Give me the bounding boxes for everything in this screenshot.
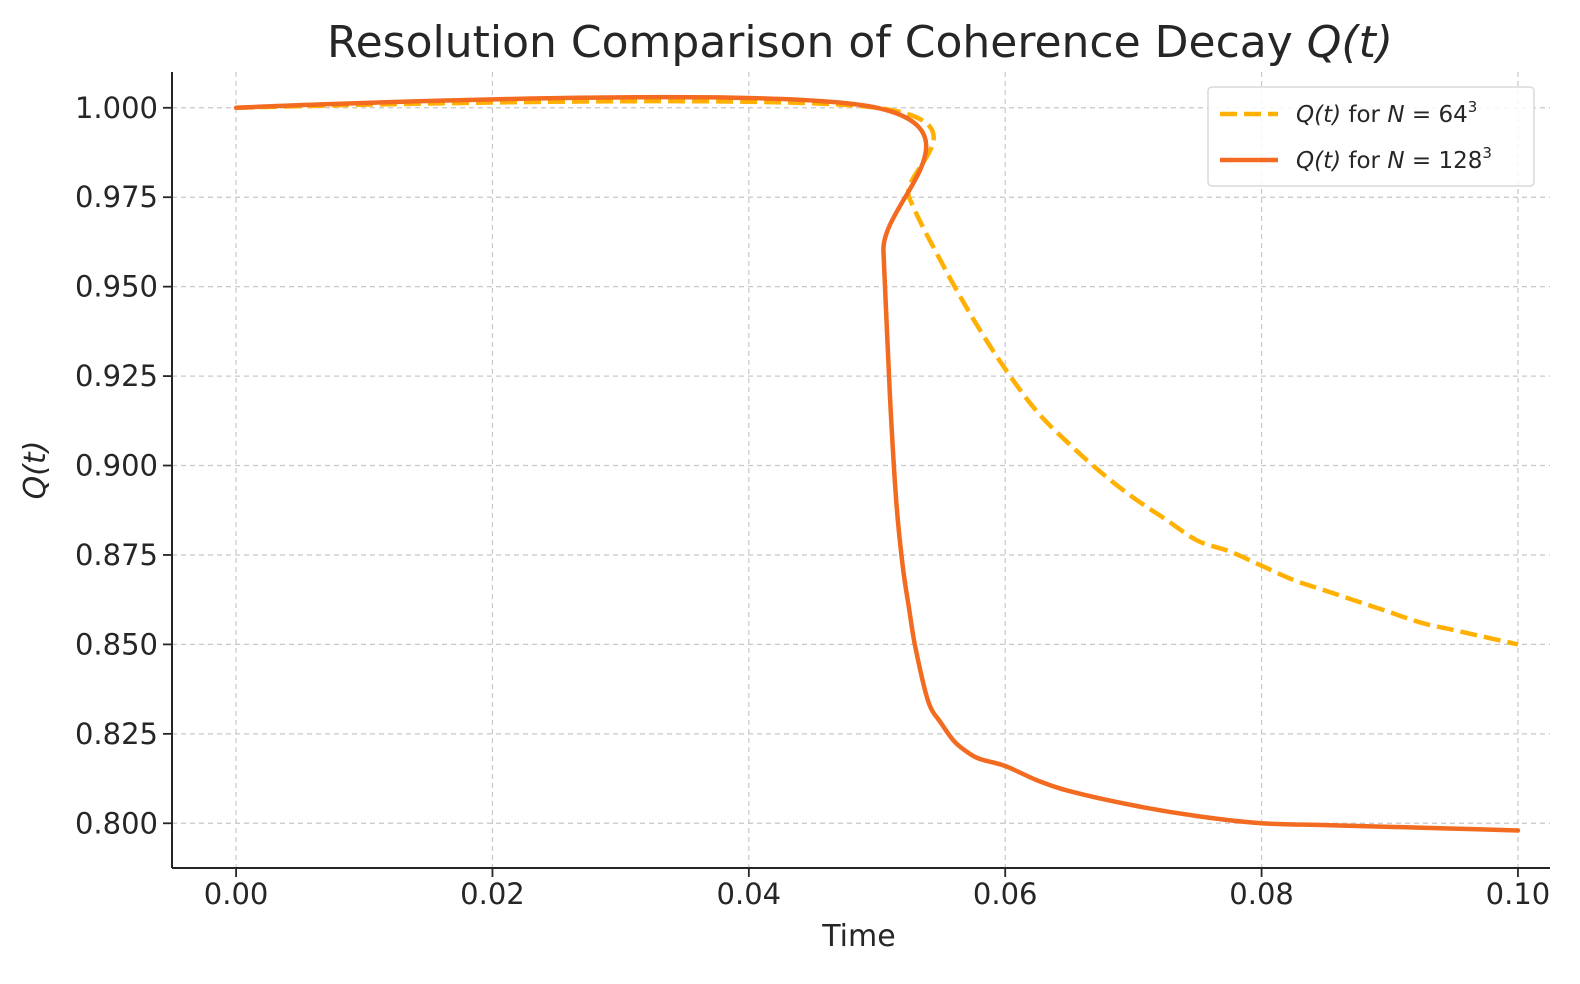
axes: 0.00 0.02 0.04 0.06 0.08 0.10 0.800 0.825 0.850 0… [75, 72, 1550, 911]
y-tick-label: 1.000 [75, 91, 158, 125]
grid [172, 72, 1550, 868]
x-tick-label: 0.02 [460, 877, 525, 911]
series-line-1 [236, 98, 1519, 647]
legend-box [1207, 86, 1535, 187]
y-tick-label: 0.925 [75, 359, 158, 393]
y-tick-label: 0.825 [75, 717, 158, 751]
x-tick-label: 0.00 [204, 877, 269, 911]
legend-label: Q(t) for N = 1283 [1296, 144, 1492, 174]
x-tick-label: 0.10 [1486, 877, 1551, 911]
y-tick-label: 0.800 [75, 806, 158, 840]
series-line-2 [233, 94, 1521, 833]
y-tick-label: 0.975 [75, 180, 158, 214]
series-layer [233, 94, 1521, 833]
y-tick-label: 0.875 [75, 538, 158, 572]
chart-title: Resolution Comparison of Coherence Decay… [327, 17, 1393, 68]
y-tick-label: 0.950 [75, 270, 158, 304]
y-axis-label: Q(t) [18, 441, 53, 500]
x-tick-label: 0.06 [973, 877, 1038, 911]
legend: Q(t) for N = 643 Q(t) for N = 1283 [1207, 86, 1535, 187]
y-tick-label: 0.900 [75, 449, 158, 483]
y-tick-label: 0.850 [75, 627, 158, 661]
x-tick-label: 0.08 [1229, 877, 1294, 911]
x-axis-label: Time [821, 919, 895, 954]
legend-label: Q(t) for N = 643 [1296, 98, 1477, 128]
x-tick-label: 0.04 [717, 877, 782, 911]
